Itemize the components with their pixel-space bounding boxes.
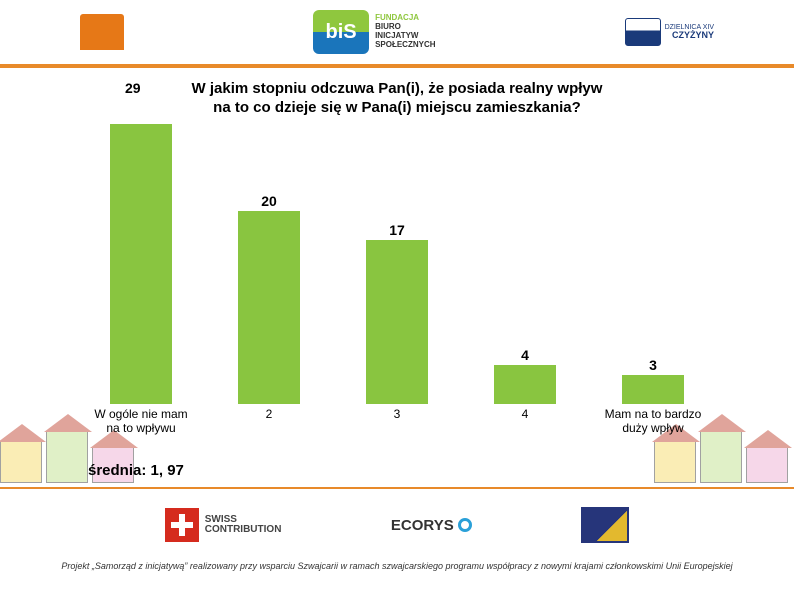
bars-container: 20 17 4 3 [77, 104, 717, 404]
bar-group: 17 [342, 222, 452, 404]
swiss-flag-icon [165, 508, 199, 542]
bar-value-label: 17 [389, 222, 405, 238]
bis-text: FUNDACJA BIURO INICJATYW SPOŁECZNYCH [375, 14, 435, 49]
swiss-text: SWISS CONTRIBUTION [205, 515, 282, 535]
chart-title: 29 W jakim stopniu odczuwa Pan(i), że po… [117, 80, 677, 118]
house-icon [0, 441, 42, 483]
x-axis-label: Mam na to bardzo duży wpływ [598, 408, 708, 448]
bis-line: SPOŁECZNYCH [375, 41, 435, 50]
bar-group: 3 [598, 357, 708, 404]
x-axis-label: 4 [470, 408, 580, 448]
bar [110, 124, 172, 404]
bar-value-label: 4 [521, 347, 529, 363]
x-axis-label: W ogóle nie mam na to wpływu [86, 408, 196, 448]
mean-label: średnia: [88, 462, 146, 479]
czyzyny-line2: CZYŻYNY [665, 31, 714, 40]
bar-value-label: 20 [261, 193, 277, 209]
divider-top [0, 64, 794, 68]
house-icon [746, 447, 788, 483]
bar [494, 365, 556, 404]
mean-annotation: średnia: 1, 97 [88, 462, 184, 479]
logo-czyzyny: DZIELNICA XIV CZYŻYNY [625, 18, 714, 46]
x-axis-labels: W ogóle nie mam na to wpływu 234 Mam na to… [77, 408, 717, 448]
krakow-icon [80, 14, 124, 50]
bar-group: 4 [470, 347, 580, 404]
footer-caption: Projekt „Samorząd z inicjatywą” realizow… [0, 561, 794, 581]
logo-partner-flag [581, 507, 629, 543]
bis-icon: biS [313, 10, 369, 54]
bar [622, 375, 684, 404]
bar [238, 211, 300, 404]
logo-bis: biS FUNDACJA BIURO INICJATYW SPOŁECZNYCH [313, 10, 435, 54]
bar-chart: 29 W jakim stopniu odczuwa Pan(i), że po… [77, 78, 717, 448]
ecorys-icon [458, 518, 472, 532]
chart-title-line2: na to co dzieje się w Pana(i) miejscu za… [213, 99, 581, 116]
logo-swiss: SWISS CONTRIBUTION [165, 508, 282, 542]
bar-group: 20 [214, 193, 324, 404]
header-logos: biS FUNDACJA BIURO INICJATYW SPOŁECZNYCH… [0, 0, 794, 64]
chart-title-line1: W jakim stopniu odczuwa Pan(i), że posia… [192, 80, 603, 97]
czyzyny-text: DZIELNICA XIV CZYŻYNY [665, 24, 714, 40]
x-axis-label: 2 [214, 408, 324, 448]
footer-logos: SWISS CONTRIBUTION ECORYS [0, 489, 794, 561]
bar-group [86, 122, 196, 404]
bar-value-label: 3 [649, 357, 657, 373]
title-overlaid-value: 29 [125, 80, 141, 98]
logo-krakow [80, 14, 124, 50]
czyzyny-icon [625, 18, 661, 46]
footer: SWISS CONTRIBUTION ECORYS Projekt „Samor… [0, 487, 794, 595]
logo-ecorys: ECORYS [391, 517, 472, 534]
mean-value: 1, 97 [151, 462, 184, 479]
x-axis-label: 3 [342, 408, 452, 448]
swiss-l2: CONTRIBUTION [205, 525, 282, 535]
ecorys-label: ECORYS [391, 517, 454, 534]
bar [366, 240, 428, 404]
